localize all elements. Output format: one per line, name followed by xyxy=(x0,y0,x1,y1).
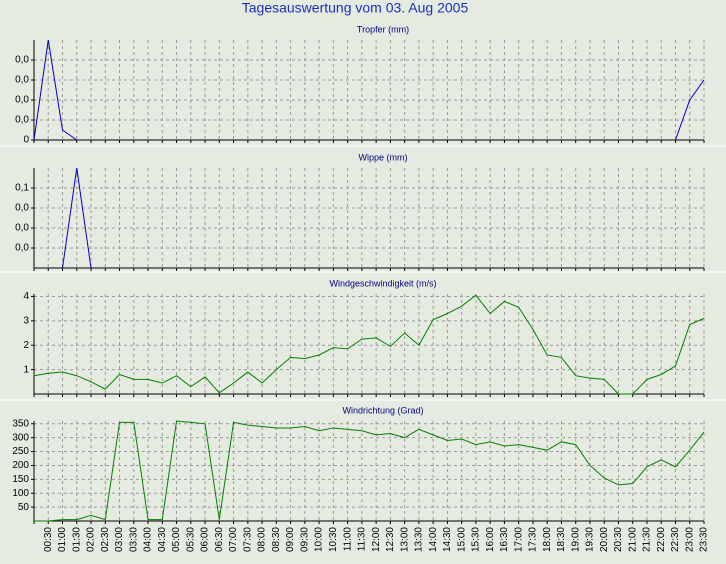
x-tick-label: 10:00 xyxy=(314,527,325,552)
panel-title: Windgeschwindigkeit (m/s) xyxy=(329,278,436,288)
y-tick-label: 0,0 xyxy=(15,55,29,66)
data-line xyxy=(62,167,92,269)
panel-title: Windrichtung (Grad) xyxy=(342,405,423,415)
y-tick-label: 0,0 xyxy=(15,75,29,86)
x-tick-label: 17:00 xyxy=(513,527,524,552)
x-tick-label: 12:00 xyxy=(371,527,382,552)
x-tick-label: 00:30 xyxy=(43,527,54,552)
x-tick-label: 04:00 xyxy=(143,527,154,552)
y-tick-label: 0,0 xyxy=(15,223,29,234)
x-tick-label: 02:00 xyxy=(86,527,97,552)
x-tick-label: 09:30 xyxy=(299,527,310,552)
y-tick-label: 100 xyxy=(12,488,29,499)
y-tick-label: 0 xyxy=(23,135,29,146)
x-tick-label: 21:00 xyxy=(627,527,638,552)
x-tick-label: 07:30 xyxy=(242,527,253,552)
x-tick-label: 05:00 xyxy=(171,527,182,552)
x-tick-label: 18:00 xyxy=(542,527,553,552)
x-tick-label: 01:30 xyxy=(71,527,82,552)
x-tick-label: 03:30 xyxy=(128,527,139,552)
y-tick-label: 50 xyxy=(18,502,30,513)
y-tick-label: 0,0 xyxy=(15,95,29,106)
x-tick-label: 08:00 xyxy=(257,527,268,552)
x-tick-label: 02:30 xyxy=(100,527,111,552)
x-tick-label: 10:30 xyxy=(328,527,339,552)
x-tick-label: 17:30 xyxy=(528,527,539,552)
x-tick-label: 22:30 xyxy=(670,527,681,552)
x-tick-label: 23:00 xyxy=(684,527,695,552)
x-tick-label: 14:00 xyxy=(428,527,439,552)
x-tick-label: 09:00 xyxy=(285,527,296,552)
y-tick-label: 250 xyxy=(12,446,29,457)
x-tick-label: 11:30 xyxy=(357,527,368,552)
x-tick-label: 01:00 xyxy=(57,527,68,552)
panel-title: Tropfer (mm) xyxy=(357,24,409,34)
x-tick-label: 13:30 xyxy=(414,527,425,552)
data-line xyxy=(33,39,705,141)
y-tick-label: 3 xyxy=(23,315,29,326)
x-tick-label: 16:30 xyxy=(499,527,510,552)
x-tick-label: 19:30 xyxy=(585,527,596,552)
x-tick-label: 16:00 xyxy=(485,527,496,552)
x-tick-label: 05:30 xyxy=(185,527,196,552)
x-tick-label: 15:30 xyxy=(471,527,482,552)
y-tick-label: 0,0 xyxy=(15,115,29,126)
y-tick-label: 1 xyxy=(23,364,29,375)
x-tick-label: 13:00 xyxy=(399,527,410,552)
x-tick-label: 06:00 xyxy=(200,527,211,552)
y-tick-label: 0,1 xyxy=(15,183,29,194)
x-tick-label: 19:00 xyxy=(570,527,581,552)
y-tick-label: 150 xyxy=(12,474,29,485)
x-tick-label: 18:30 xyxy=(556,527,567,552)
data-line xyxy=(34,420,705,522)
x-tick-label: 08:30 xyxy=(271,527,282,552)
x-tick-label: 07:00 xyxy=(228,527,239,552)
y-tick-label: 0,0 xyxy=(15,243,29,254)
data-line xyxy=(33,294,705,395)
x-tick-label: 22:00 xyxy=(656,527,667,552)
x-tick-label: 03:00 xyxy=(114,527,125,552)
x-tick-label: 14:30 xyxy=(442,527,453,552)
panel-title: Wippe (mm) xyxy=(359,152,408,162)
y-tick-label: 200 xyxy=(12,460,29,471)
x-tick-label: 20:00 xyxy=(599,527,610,552)
x-tick-label: 20:30 xyxy=(613,527,624,552)
x-tick-label: 21:30 xyxy=(642,527,653,552)
x-tick-label: 06:30 xyxy=(214,527,225,552)
y-tick-label: 350 xyxy=(12,418,29,429)
x-tick-label: 04:30 xyxy=(157,527,168,552)
x-tick-label: 15:00 xyxy=(456,527,467,552)
x-tick-label: 23:30 xyxy=(699,527,710,552)
x-tick-label: 11:00 xyxy=(342,527,353,552)
x-tick-label: 12:30 xyxy=(385,527,396,552)
y-tick-label: 4 xyxy=(23,291,29,302)
y-tick-label: 2 xyxy=(23,340,29,351)
y-tick-label: 300 xyxy=(12,432,29,443)
y-tick-label: 0,0 xyxy=(15,203,29,214)
chart-title: Tagesauswertung vom 03. Aug 2005 xyxy=(242,0,469,16)
